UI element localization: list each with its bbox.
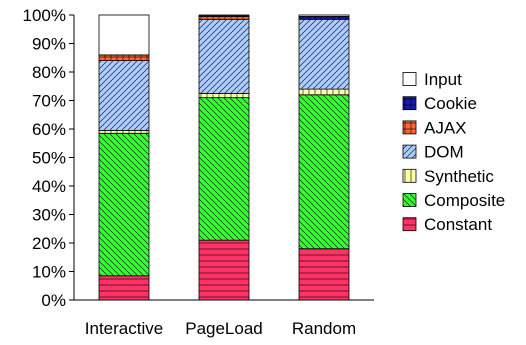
bar-stack-pageload bbox=[198, 14, 250, 301]
bar-segment-interactive-composite bbox=[98, 132, 150, 277]
bar-segment-random-cookie bbox=[298, 16, 350, 20]
legend-swatch-input bbox=[402, 72, 417, 86]
bar-segment-pageload-composite bbox=[198, 97, 250, 241]
legend-label-input: Input bbox=[424, 70, 462, 89]
bar-stack-interactive bbox=[98, 14, 150, 301]
bar-segment-interactive-synthetic bbox=[98, 130, 150, 134]
legend-label-synthetic: Synthetic bbox=[424, 167, 494, 186]
y-tick-label: 90% bbox=[32, 35, 66, 54]
legend: Input Cookie AJAX DOM Synthetic Composite Cons… bbox=[402, 70, 505, 234]
legend-swatch-cookie bbox=[402, 96, 417, 111]
legend-label-ajax: AJAX bbox=[424, 118, 467, 137]
legend-item-dom: DOM bbox=[402, 143, 464, 162]
bar-segment-random-constant bbox=[298, 248, 350, 301]
y-tick-label: 80% bbox=[32, 63, 66, 82]
bar-segment-pageload-cookie bbox=[198, 14, 250, 17]
bar-segment-random-dom bbox=[298, 18, 350, 90]
bars bbox=[98, 14, 350, 301]
bar-segment-pageload-ajax bbox=[198, 16, 250, 20]
legend-item-ajax: AJAX bbox=[402, 118, 467, 137]
legend-item-constant: Constant bbox=[402, 215, 492, 234]
bar-segment-pageload-dom bbox=[198, 18, 250, 94]
bar-segment-random-synthetic bbox=[298, 88, 350, 96]
legend-label-composite: Composite bbox=[424, 191, 505, 210]
legend-label-dom: DOM bbox=[424, 143, 464, 162]
legend-label-constant: Constant bbox=[424, 215, 492, 234]
bar-segment-interactive-ajax bbox=[98, 54, 150, 62]
y-tick-label: 50% bbox=[32, 149, 66, 168]
y-tick-label: 40% bbox=[32, 177, 66, 196]
bar-segment-interactive-constant bbox=[98, 275, 150, 301]
legend-item-input: Input bbox=[402, 70, 462, 89]
legend-swatch-synthetic bbox=[402, 168, 417, 183]
bar-stack-random bbox=[298, 14, 350, 301]
bar-segment-pageload-synthetic bbox=[198, 92, 250, 99]
y-tick-label: 70% bbox=[32, 92, 66, 111]
bar-segment-interactive-dom bbox=[98, 60, 150, 131]
x-tick-label-random: Random bbox=[292, 319, 356, 338]
bar-segment-random-input bbox=[298, 14, 350, 17]
bar-segment-random-composite bbox=[298, 94, 350, 250]
y-tick-label: 20% bbox=[32, 234, 66, 253]
x-tick-label-pageload: PageLoad bbox=[185, 319, 263, 338]
y-tick-label: 60% bbox=[32, 120, 66, 139]
legend-swatch-constant bbox=[402, 217, 417, 232]
legend-swatch-dom bbox=[402, 144, 417, 159]
y-tick-label: 10% bbox=[32, 263, 66, 282]
x-axis-category-labels: Interactive PageLoad Random bbox=[85, 319, 356, 338]
legend-swatch-ajax bbox=[402, 120, 417, 135]
y-tick-label: 0% bbox=[41, 291, 66, 310]
bar-segment-pageload-constant bbox=[198, 239, 250, 301]
x-tick-label-interactive: Interactive bbox=[85, 319, 163, 338]
y-tick-label: 30% bbox=[32, 206, 66, 225]
legend-item-synthetic: Synthetic bbox=[402, 167, 494, 186]
legend-item-cookie: Cookie bbox=[402, 94, 477, 113]
legend-item-composite: Composite bbox=[402, 191, 505, 210]
y-tick-label: 100% bbox=[23, 6, 66, 25]
legend-swatch-composite bbox=[402, 193, 417, 207]
bar-segment-interactive-input bbox=[98, 14, 150, 56]
legend-label-cookie: Cookie bbox=[424, 94, 477, 113]
